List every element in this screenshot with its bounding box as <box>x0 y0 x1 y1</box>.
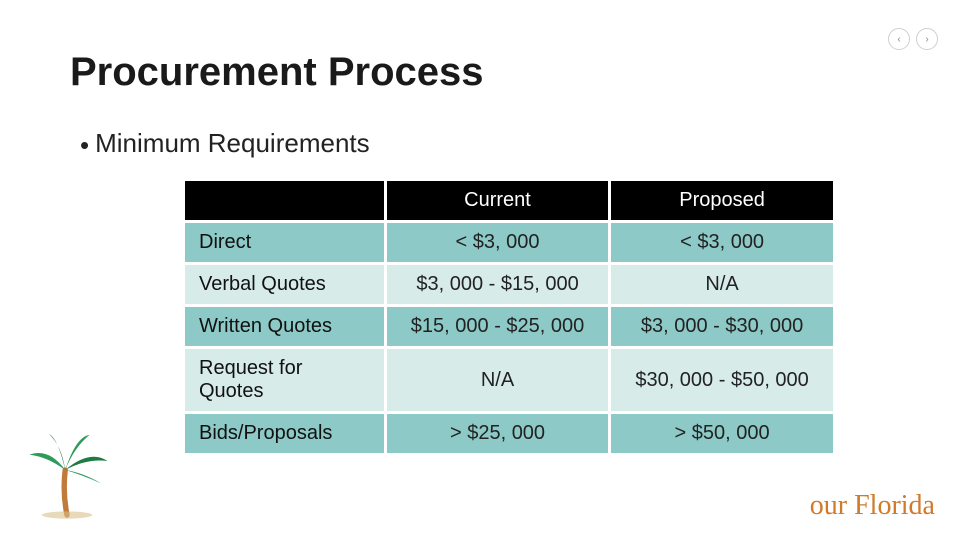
prev-button[interactable]: ‹ <box>888 28 910 50</box>
table-row: Request for Quotes N/A $30, 000 - $50, 0… <box>185 349 833 411</box>
row-current: N/A <box>387 349 608 411</box>
row-current: < $3, 000 <box>387 223 608 262</box>
florida-script: our Florida <box>810 490 935 522</box>
next-button[interactable]: › <box>916 28 938 50</box>
table-header-blank <box>185 181 384 220</box>
table-header-proposed: Proposed <box>611 181 833 220</box>
row-current: $3, 000 - $15, 000 <box>387 265 608 304</box>
page-title: Procurement Process <box>70 50 484 95</box>
palm-tree-icon <box>22 427 112 522</box>
row-label: Verbal Quotes <box>185 265 384 304</box>
row-label: Bids/Proposals <box>185 414 384 453</box>
bullet-text: Minimum Requirements <box>95 128 370 158</box>
nav-arrows: ‹ › <box>888 28 938 50</box>
row-proposed: $30, 000 - $50, 000 <box>611 349 833 411</box>
row-label: Written Quotes <box>185 307 384 346</box>
table-header-row: Current Proposed <box>185 181 833 220</box>
row-proposed: < $3, 000 <box>611 223 833 262</box>
row-proposed: $3, 000 - $30, 000 <box>611 307 833 346</box>
table-body: Direct < $3, 000 < $3, 000 Verbal Quotes… <box>185 223 833 453</box>
table-row: Written Quotes $15, 000 - $25, 000 $3, 0… <box>185 307 833 346</box>
row-label: Direct <box>185 223 384 262</box>
row-current: > $25, 000 <box>387 414 608 453</box>
bullet-dot: • <box>80 130 89 161</box>
table-row: Verbal Quotes $3, 000 - $15, 000 N/A <box>185 265 833 304</box>
table-header-current: Current <box>387 181 608 220</box>
row-proposed: > $50, 000 <box>611 414 833 453</box>
table-row: Bids/Proposals > $25, 000 > $50, 000 <box>185 414 833 453</box>
bullet-minimum-requirements: •Minimum Requirements <box>80 128 370 161</box>
row-proposed: N/A <box>611 265 833 304</box>
table-row: Direct < $3, 000 < $3, 000 <box>185 223 833 262</box>
requirements-table: Current Proposed Direct < $3, 000 < $3, … <box>182 178 836 456</box>
row-label: Request for Quotes <box>185 349 384 411</box>
row-current: $15, 000 - $25, 000 <box>387 307 608 346</box>
